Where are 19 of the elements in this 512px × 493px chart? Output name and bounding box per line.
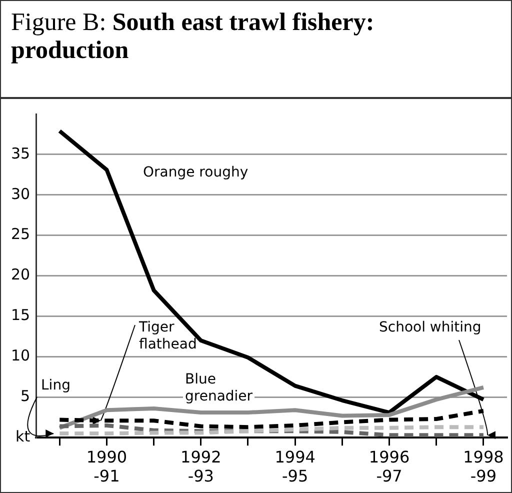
- x-tick-label: 1992-93: [180, 447, 222, 486]
- y-tick-label: 5: [20, 387, 30, 406]
- y-tick-label: 15: [10, 306, 30, 324]
- y-tick-label: 30: [10, 184, 30, 203]
- text: School whiting: [379, 320, 482, 336]
- text: Ling: [41, 378, 70, 394]
- y-tick-label: 35: [10, 144, 30, 162]
- y-tick-label: 25: [10, 225, 30, 244]
- x-tick-label: 1990-91: [86, 447, 128, 486]
- x-tick-label: 1998-99: [463, 447, 504, 486]
- text: Orange roughy: [143, 164, 248, 181]
- y-tick-label: 10: [10, 346, 30, 365]
- series-label: Blue grenadier: [185, 372, 253, 405]
- chart-title: Figure B: South east trawl fishery: production: [1, 1, 511, 99]
- text: Tiger flathead: [138, 320, 197, 353]
- x-tick-label: 1994-95: [274, 447, 316, 486]
- x-tick-label: 1996-97: [368, 447, 410, 486]
- y-tick-label: 20: [10, 266, 30, 284]
- y-tick-label: kt: [16, 427, 30, 446]
